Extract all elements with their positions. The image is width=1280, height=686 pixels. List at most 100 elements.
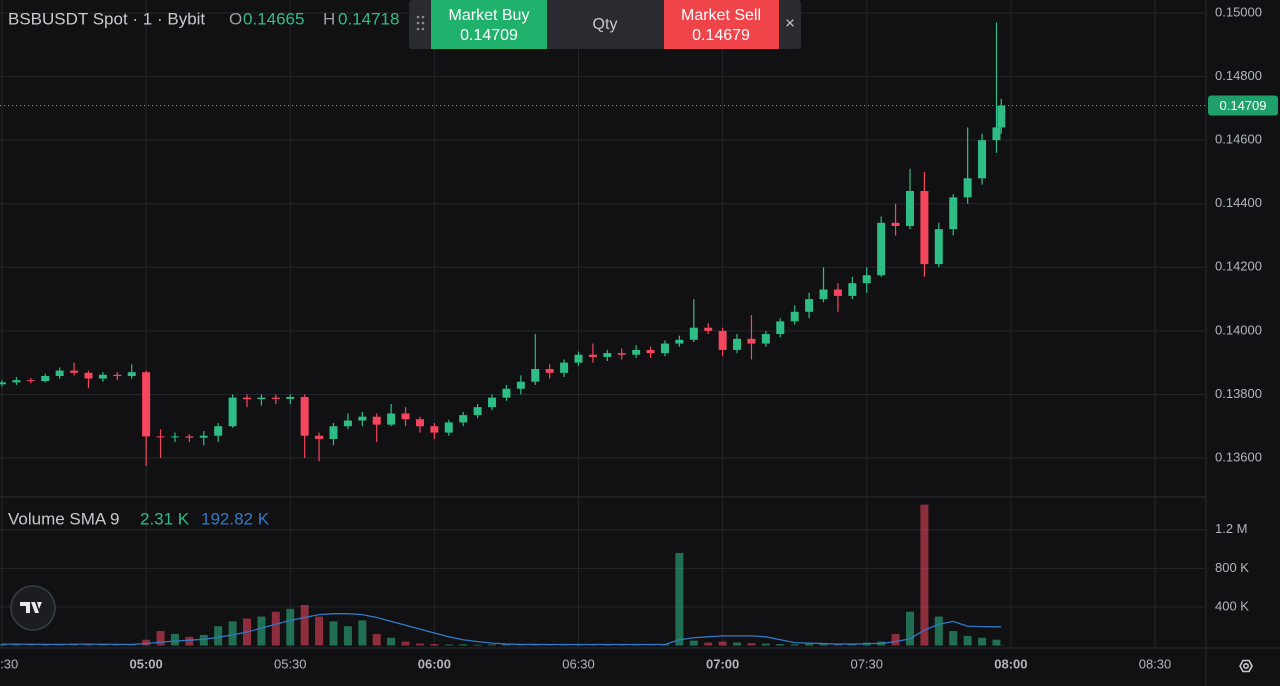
- volume-bar: [733, 642, 742, 646]
- volume-bar: [41, 644, 50, 646]
- volume-bar: [401, 641, 410, 646]
- settings-button[interactable]: [1239, 659, 1253, 673]
- market-buy-price[interactable]: 0.14709: [460, 27, 518, 44]
- x-tick-label: 05:00: [130, 656, 163, 671]
- candle-body: [257, 397, 266, 400]
- last-price-label: 0.14709: [1220, 98, 1267, 113]
- volume-legend-sma: 192.82 K: [201, 509, 270, 528]
- market-buy-label[interactable]: Market Buy: [449, 7, 530, 24]
- volume-bar: [747, 643, 756, 646]
- grid-layer: [0, 0, 1206, 648]
- market-buy-button[interactable]: [431, 0, 547, 49]
- last-price-badge: [1208, 95, 1278, 116]
- y-tick-label: 0.14400: [1215, 195, 1262, 210]
- candle-body: [401, 413, 410, 420]
- candle-body: [819, 289, 828, 300]
- candle-body: [905, 191, 914, 226]
- candle-body: [646, 349, 655, 354]
- volume-bar: [286, 608, 295, 646]
- volume-tick-label: 1.2 M: [1215, 521, 1248, 536]
- candle-body: [516, 381, 525, 389]
- candle-body: [142, 372, 151, 437]
- labels-layer: 04:30 05:00 05:30 06:00 06:30 07:00 07:30 08:00…: [0, 4, 1278, 671]
- candle-body: [343, 420, 352, 427]
- market-sell-button[interactable]: [664, 0, 779, 49]
- candle-body: [228, 397, 237, 427]
- volume-bar: [978, 637, 987, 646]
- candle-body: [127, 372, 136, 377]
- x-tick-label: 05:30: [274, 656, 307, 671]
- candle-body: [992, 127, 1001, 141]
- y-tick-label: 0.14200: [1215, 259, 1262, 274]
- volume-bar: [358, 620, 367, 646]
- legend-open-value: 0.14665: [243, 9, 304, 28]
- volume-bar: [343, 626, 352, 646]
- x-tick-label: 06:30: [562, 656, 595, 671]
- candle-body: [776, 321, 785, 335]
- volume-bar: [473, 644, 482, 646]
- volume-bar: [199, 634, 208, 646]
- market-sell-price[interactable]: 0.14679: [692, 27, 750, 44]
- drag-handle[interactable]: [416, 15, 425, 31]
- candle-body: [588, 354, 597, 357]
- candle-body: [660, 343, 669, 354]
- x-tick-label: 08:00: [994, 656, 1027, 671]
- volume-sma-line: [2, 613, 1002, 646]
- volume-bar: [905, 611, 914, 646]
- candle-body: [0, 382, 6, 385]
- candle-body: [833, 289, 842, 296]
- volume-bar: [848, 644, 857, 646]
- candle-body: [963, 178, 972, 198]
- candle-body: [12, 380, 21, 383]
- candle-body: [704, 327, 713, 331]
- volume-bar: [300, 605, 309, 646]
- volume-bar: [516, 644, 525, 646]
- candle-body: [156, 436, 165, 438]
- volume-bar: [415, 643, 424, 646]
- volume-bar: [502, 644, 511, 646]
- candle-body: [55, 370, 64, 377]
- volume-legend-value: 2.31 K: [140, 509, 190, 528]
- candle-body: [733, 338, 742, 350]
- volume-tick-label: 800 K: [1215, 560, 1249, 575]
- volume-bar: [963, 635, 972, 646]
- volume-tick-label: 400 K: [1215, 598, 1249, 613]
- volume-bar: [704, 642, 713, 646]
- y-tick-label: 0.13600: [1215, 449, 1262, 464]
- y-tick-label: 0.13800: [1215, 386, 1262, 401]
- candle-body: [170, 436, 179, 438]
- volume-bar: [26, 644, 35, 646]
- candle-body: [98, 374, 107, 379]
- candle-body: [675, 339, 684, 344]
- volume-bar: [761, 643, 770, 646]
- candle-body: [243, 397, 252, 400]
- volume-bar: [459, 644, 468, 646]
- candle-body: [862, 275, 871, 284]
- candle-body: [300, 396, 309, 436]
- volume-bar: [833, 644, 842, 646]
- candle-body: [689, 327, 698, 340]
- candle-body: [70, 370, 79, 373]
- volume-bar: [920, 504, 929, 646]
- candle-body: [790, 311, 799, 322]
- volume-bar: [430, 644, 439, 646]
- candle-body: [531, 369, 540, 382]
- close-panel-button[interactable]: ×: [785, 13, 795, 32]
- volume-bar: [488, 644, 497, 646]
- candle-body: [761, 334, 770, 344]
- qty-input[interactable]: Qty: [593, 16, 618, 33]
- volume-bar: [949, 631, 958, 646]
- legend-open-label: O: [229, 9, 242, 28]
- market-sell-label[interactable]: Market Sell: [681, 7, 761, 24]
- volume-bar: [12, 644, 21, 646]
- x-tick-label: 07:00: [706, 656, 739, 671]
- candle-body: [632, 349, 641, 355]
- volume-bar: [315, 616, 324, 646]
- volume-bar: [142, 639, 151, 646]
- tradingview-logo[interactable]: [10, 585, 56, 631]
- candle-body: [372, 416, 381, 425]
- volume-bar: [675, 552, 684, 646]
- candle-body: [574, 354, 583, 363]
